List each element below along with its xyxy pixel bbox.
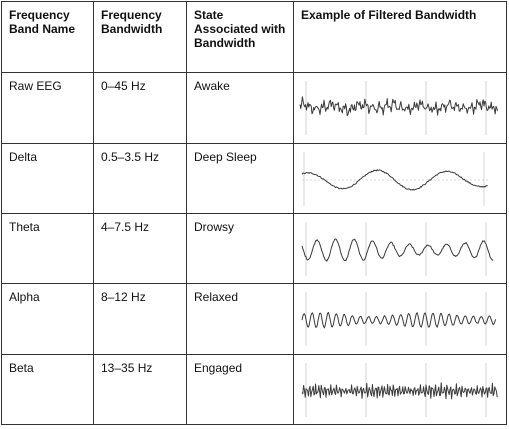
bandwidth-cell: 0.5–3.5 Hz [93, 142, 187, 214]
header-band-name: Frequency Band Name [1, 0, 94, 74]
table-row: Alpha 8–12 Hz Relaxed [1, 283, 507, 355]
wave-trace-icon [299, 96, 499, 117]
wave-trace-icon [301, 238, 494, 262]
delta-waveform [301, 151, 488, 206]
header-row: Frequency Band Name Frequency Bandwidth … [1, 0, 507, 74]
table-row: Raw EEG 0–45 Hz Awake [1, 72, 507, 144]
table-row: Delta 0.5–3.5 Hz Deep Sleep [1, 142, 507, 214]
band-name-cell: Beta [1, 353, 94, 426]
state-cell: Awake [186, 72, 294, 144]
band-name-cell: Alpha [1, 283, 94, 355]
state-cell: Relaxed [186, 283, 294, 355]
bandwidth-cell: 13–35 Hz [93, 353, 187, 426]
wave-trace-icon [301, 312, 497, 329]
wave-trace-icon [301, 168, 488, 191]
header-example: Example of Filtered Bandwidth [293, 0, 507, 74]
alpha-waveform [301, 292, 497, 347]
state-cell: Engaged [186, 353, 294, 426]
bandwidth-cell: 0–45 Hz [93, 72, 187, 144]
header-state: State Associated with Bandwidth [186, 0, 294, 74]
theta-waveform [301, 221, 494, 276]
wave-trace-icon [301, 381, 498, 399]
raw-eeg-waveform [299, 81, 499, 136]
table-row: Theta 4–7.5 Hz Drowsy [1, 212, 507, 285]
bandwidth-cell: 4–7.5 Hz [93, 212, 187, 285]
table-row: Beta 13–35 Hz Engaged [1, 353, 507, 426]
bandwidth-cell: 8–12 Hz [93, 283, 187, 355]
state-cell: Deep Sleep [186, 142, 294, 214]
band-name-cell: Theta [1, 212, 94, 285]
beta-waveform [301, 362, 498, 417]
band-name-cell: Delta [1, 142, 94, 214]
state-cell: Drowsy [186, 212, 294, 285]
band-name-cell: Raw EEG [1, 72, 94, 144]
header-bandwidth: Frequency Bandwidth [93, 0, 187, 74]
